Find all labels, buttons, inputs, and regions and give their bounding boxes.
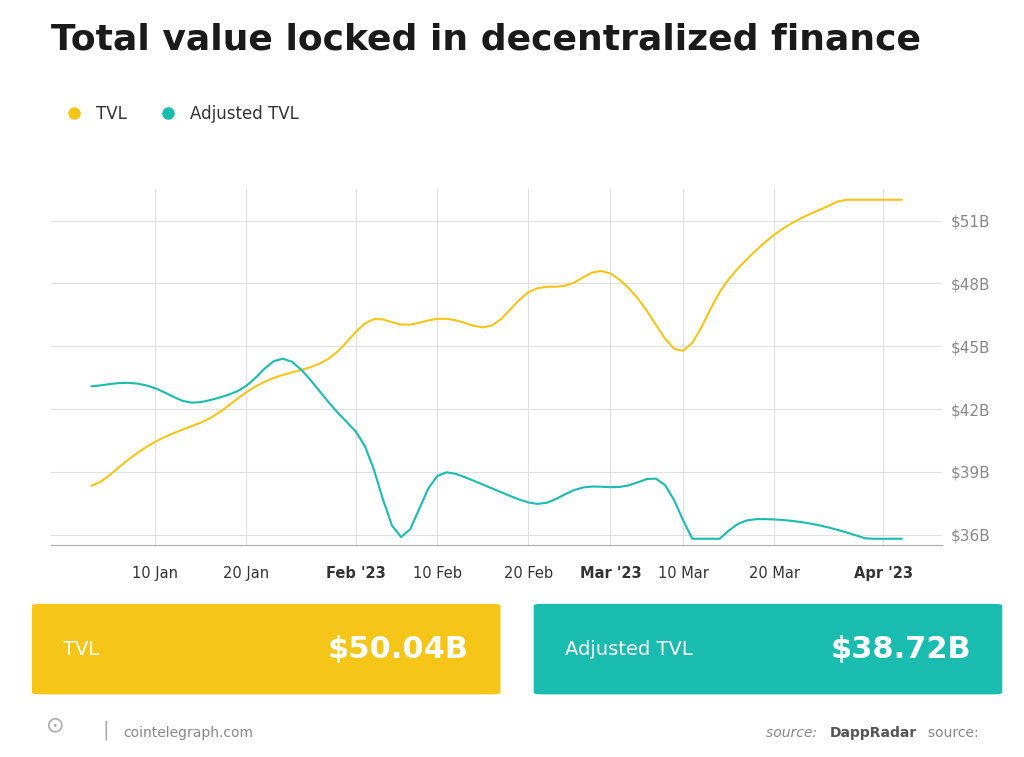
Legend: TVL, Adjusted TVL: TVL, Adjusted TVL [50,98,305,129]
Text: 10 Mar: 10 Mar [657,566,709,581]
Text: 10 Jan: 10 Jan [132,566,178,581]
Text: 20 Mar: 20 Mar [749,566,800,581]
Text: source:: source: [928,727,983,740]
Text: 10 Feb: 10 Feb [413,566,462,581]
Text: cointelegraph.com: cointelegraph.com [123,727,253,740]
Text: |: | [102,721,109,740]
FancyBboxPatch shape [534,604,1002,694]
Text: DappRadar: DappRadar [829,727,916,740]
Text: Feb '23: Feb '23 [326,566,385,581]
Text: $50.04B: $50.04B [328,634,469,664]
Text: Total value locked in decentralized finance: Total value locked in decentralized fina… [51,23,922,57]
Text: Adjusted TVL: Adjusted TVL [565,640,693,659]
Text: Apr '23: Apr '23 [854,566,912,581]
FancyBboxPatch shape [32,604,501,694]
Text: $38.72B: $38.72B [830,634,971,664]
Text: TVL: TVL [63,640,99,659]
Text: 20 Jan: 20 Jan [223,566,269,581]
Text: source:: source: [766,727,821,740]
Text: ⊙: ⊙ [46,716,65,736]
Text: Mar '23: Mar '23 [580,566,641,581]
Text: 20 Feb: 20 Feb [504,566,553,581]
